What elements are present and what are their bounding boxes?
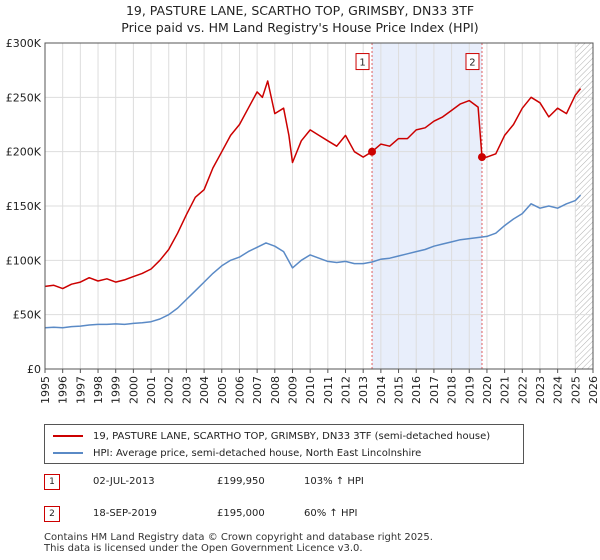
price-chart: £0 £50K £100K £150K £200K £250K £300K 1995 1996 1… [6,37,600,404]
sale-date: 02-JUL-2013 [93,476,155,487]
chart-subtitle: Price paid vs. HM Land Registry's House … [121,20,479,35]
x-tick-label: 2013 [357,376,370,404]
sale-date: 18-SEP-2019 [93,508,157,519]
x-tick-label: 2019 [463,376,476,404]
sale-hpi-change: 60% ↑ HPI [304,508,358,519]
legend-line-hpi [53,452,83,454]
sale-label-box [465,53,480,71]
x-tick-label: 2015 [393,376,406,404]
legend: 19, PASTURE LANE, SCARTHO TOP, GRIMSBY, … [44,424,524,464]
sale-price: £195,000 [217,508,265,519]
sale-label: 1 [359,58,365,69]
x-tick-label: 2009 [286,376,299,404]
x-tick-label: 2007 [251,376,264,404]
x-tick-label: 2008 [269,376,282,404]
sale-point [477,153,486,162]
y-tick-label: £300K [6,37,42,50]
x-tick-label: 2021 [499,376,512,404]
property-price-line [44,80,582,290]
x-tick-label: 2002 [163,376,176,404]
sale-marker-badge: 2 [44,506,60,522]
x-tick-label: 2003 [180,376,193,404]
sale-price: £199,950 [217,476,265,487]
x-tick-label: 2020 [481,376,494,404]
x-tick-label: 2026 [587,376,600,404]
x-tick-label: 2024 [552,376,565,404]
legend-line-property [53,435,83,437]
sale-label-box [355,53,370,71]
x-tick-label: 2017 [428,376,441,404]
legend-item-hpi: HPI: Average price, semi-detached house,… [53,446,421,460]
legend-item-property: 19, PASTURE LANE, SCARTHO TOP, GRIMSBY, … [53,429,490,443]
x-tick-label: 1995 [39,376,52,404]
plot-frame [44,42,594,370]
footer-licence: This data is licensed under the Open Gov… [44,543,363,554]
sale-row-1: 1 02-JUL-2013 £199,950 103% ↑ HPI [44,474,544,490]
x-tick-label: 2004 [198,376,211,404]
x-tick-label: 2023 [534,376,547,404]
y-tick-label: £200K [6,146,42,159]
y-tick-label: £150K [6,200,42,213]
chart-title: 19, PASTURE LANE, SCARTHO TOP, GRIMSBY, … [125,3,475,18]
y-tick-label: £100K [6,254,42,267]
sale-label: 2 [469,58,475,69]
x-tick-label: 2006 [233,376,246,404]
x-tick-label: 2005 [216,376,229,404]
x-tick-label: 1998 [92,376,105,404]
x-tick-label: 1997 [74,376,87,404]
footer-copyright: Contains HM Land Registry data © Crown c… [44,532,433,543]
y-tick-label: £50K [13,309,42,322]
legend-label-property: 19, PASTURE LANE, SCARTHO TOP, GRIMSBY, … [93,430,491,442]
y-tick-label: £250K [6,91,42,104]
x-tick-label: 2016 [410,376,423,404]
sale-marker-badge: 1 [44,474,60,490]
x-tick-label: 2010 [304,376,317,404]
x-tick-label: 2014 [375,376,388,404]
sale-point [368,147,377,156]
x-tick-label: 2025 [569,376,582,404]
hpi-line [44,194,582,329]
x-tick-label: 1999 [110,376,123,404]
x-tick-label: 2001 [145,376,158,404]
x-tick-label: 2018 [446,376,459,404]
sale-hpi-change: 103% ↑ HPI [304,476,364,487]
x-tick-label: 1996 [57,376,70,404]
x-tick-label: 2000 [127,376,140,404]
x-tick-label: 2012 [340,376,353,404]
y-tick-label: £0 [27,363,41,376]
sale-row-2: 2 18-SEP-2019 £195,000 60% ↑ HPI [44,506,544,522]
x-tick-label: 2011 [322,376,335,404]
x-tick-label: 2022 [516,376,529,404]
legend-label-hpi: HPI: Average price, semi-detached house,… [93,447,422,459]
